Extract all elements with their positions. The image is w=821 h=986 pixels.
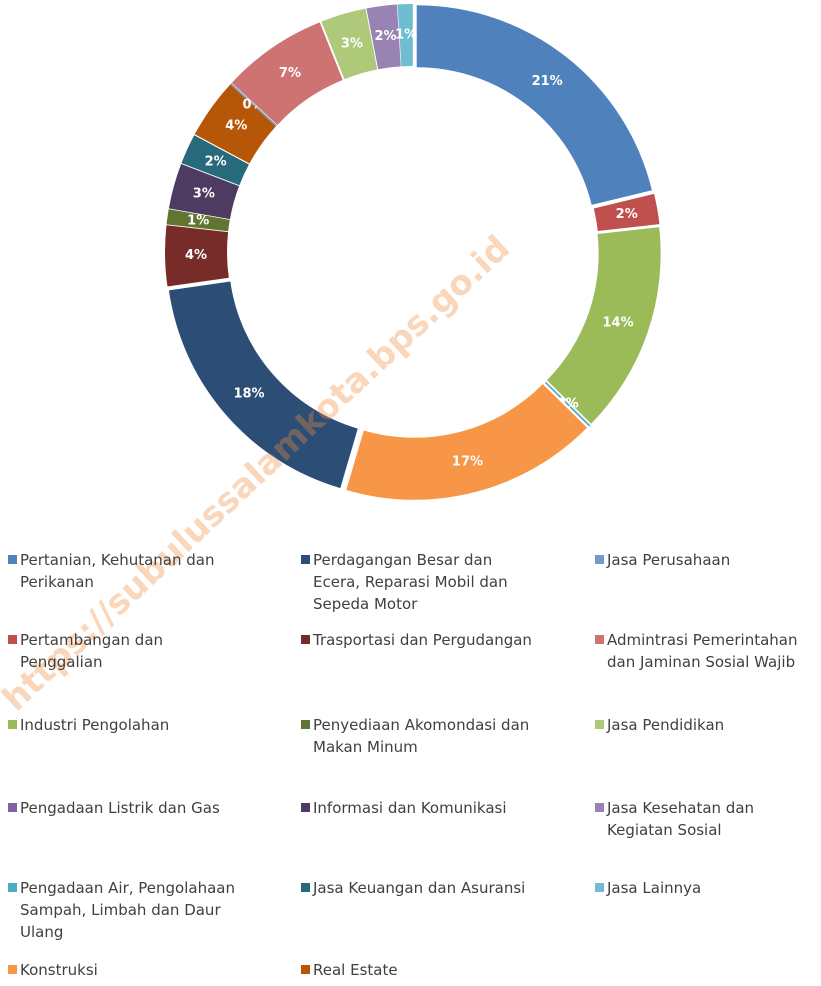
legend-label: Konstruksi (20, 961, 98, 979)
data-label: 2% (616, 207, 638, 222)
legend-swatch (8, 965, 17, 974)
legend-swatch (8, 635, 17, 644)
legend-label: Penyediaan Akomondasi dan Makan Minum (313, 716, 530, 756)
donut: 21%2%14%0%0%17%18%4%1%3%2%4%0%7%3%2%1% (165, 4, 661, 500)
segment (168, 281, 358, 489)
data-label: 1% (187, 214, 209, 229)
data-label: 1% (395, 28, 417, 43)
data-label: 17% (452, 455, 483, 470)
legend-swatch (595, 555, 604, 564)
legend-label: Jasa Kesehatan dan Kegiatan Sosial (607, 799, 755, 839)
legend-swatch (301, 965, 310, 974)
legend-item: Perdagangan Besar dan Ecera, Reparasi Mo… (301, 549, 543, 615)
data-label: 3% (193, 187, 215, 202)
legend-item: Jasa Lainnya (595, 877, 821, 899)
legend-label: Jasa Lainnya (607, 879, 702, 897)
legend-item: Jasa Perusahaan (595, 549, 821, 571)
legend-label: Pengadaan Air, Pengolahaan Sampah, Limba… (20, 879, 235, 941)
legend-swatch (595, 883, 604, 892)
legend-swatch (8, 720, 17, 729)
legend-label: Trasportasi dan Pergudangan (313, 631, 532, 649)
legend-item: Pertanian, Kehutanan dan Perikanan (8, 549, 250, 593)
segment (168, 164, 240, 220)
legend-item: Pengadaan Air, Pengolahaan Sampah, Limba… (8, 877, 250, 943)
legend-label: Jasa Perusahaan (607, 551, 731, 569)
legend-item: Konstruksi (8, 959, 250, 981)
data-label: 21% (532, 74, 563, 89)
legend-label: Informasi dan Komunikasi (313, 799, 507, 817)
data-label: 7% (279, 66, 301, 81)
legend-swatch (301, 555, 310, 564)
legend-item: Admintrasi Pemerintahan dan Jaminan Sosi… (595, 629, 821, 673)
segment (166, 209, 230, 232)
legend-swatch (301, 803, 310, 812)
segment (230, 83, 277, 127)
legend-label: Perdagangan Besar dan Ecera, Reparasi Mo… (313, 551, 508, 613)
segment (416, 5, 652, 205)
legend-item: Pengadaan Listrik dan Gas (8, 797, 250, 819)
segment (546, 227, 661, 424)
legend-item: Industri Pengolahan (8, 714, 250, 736)
legend-item: Real Estate (301, 959, 543, 981)
segment (181, 135, 249, 186)
segment (366, 4, 401, 70)
legend-item: Penyediaan Akomondasi dan Makan Minum (301, 714, 543, 758)
legend-label: Admintrasi Pemerintahan dan Jaminan Sosi… (607, 631, 798, 671)
legend-swatch (595, 635, 604, 644)
legend-item: Informasi dan Komunikasi (301, 797, 543, 819)
legend-swatch (301, 720, 310, 729)
legend-swatch (301, 883, 310, 892)
legend-swatch (595, 720, 604, 729)
data-label: 4% (185, 248, 207, 263)
segment (397, 4, 413, 67)
legend-label: Industri Pengolahan (20, 716, 170, 734)
data-label: 4% (225, 119, 247, 134)
legend-swatch (301, 635, 310, 644)
legend-item: Pertambangan dan Penggalian (8, 629, 250, 673)
data-label: 3% (341, 36, 363, 51)
legend-swatch (8, 803, 17, 812)
segment (194, 84, 276, 164)
legend-item: Jasa Pendidikan (595, 714, 821, 736)
data-label: 18% (233, 387, 264, 402)
segment (545, 381, 591, 427)
data-label: 2% (205, 154, 227, 169)
segment (231, 22, 343, 125)
legend-item: Jasa Kesehatan dan Kegiatan Sosial (595, 797, 821, 841)
legend-swatch (8, 555, 17, 564)
data-label: 2% (374, 29, 396, 44)
segment (321, 8, 378, 80)
legend-label: Pertambangan dan Penggalian (20, 631, 164, 671)
legend-label: Jasa Pendidikan (607, 716, 725, 734)
legend-item: Jasa Keuangan dan Asuransi (301, 877, 543, 899)
legend-label: Real Estate (313, 961, 398, 979)
legend-label: Pertanian, Kehutanan dan Perikanan (20, 551, 215, 591)
data-label: 14% (603, 315, 634, 330)
segment (593, 193, 660, 232)
legend-swatch (8, 883, 17, 892)
legend-swatch (595, 803, 604, 812)
legend-label: Pengadaan Listrik dan Gas (20, 799, 220, 817)
segment (165, 225, 229, 287)
segment (346, 384, 587, 500)
legend-label: Jasa Keuangan dan Asuransi (313, 879, 526, 897)
legend-item: Trasportasi dan Pergudangan (301, 629, 543, 651)
